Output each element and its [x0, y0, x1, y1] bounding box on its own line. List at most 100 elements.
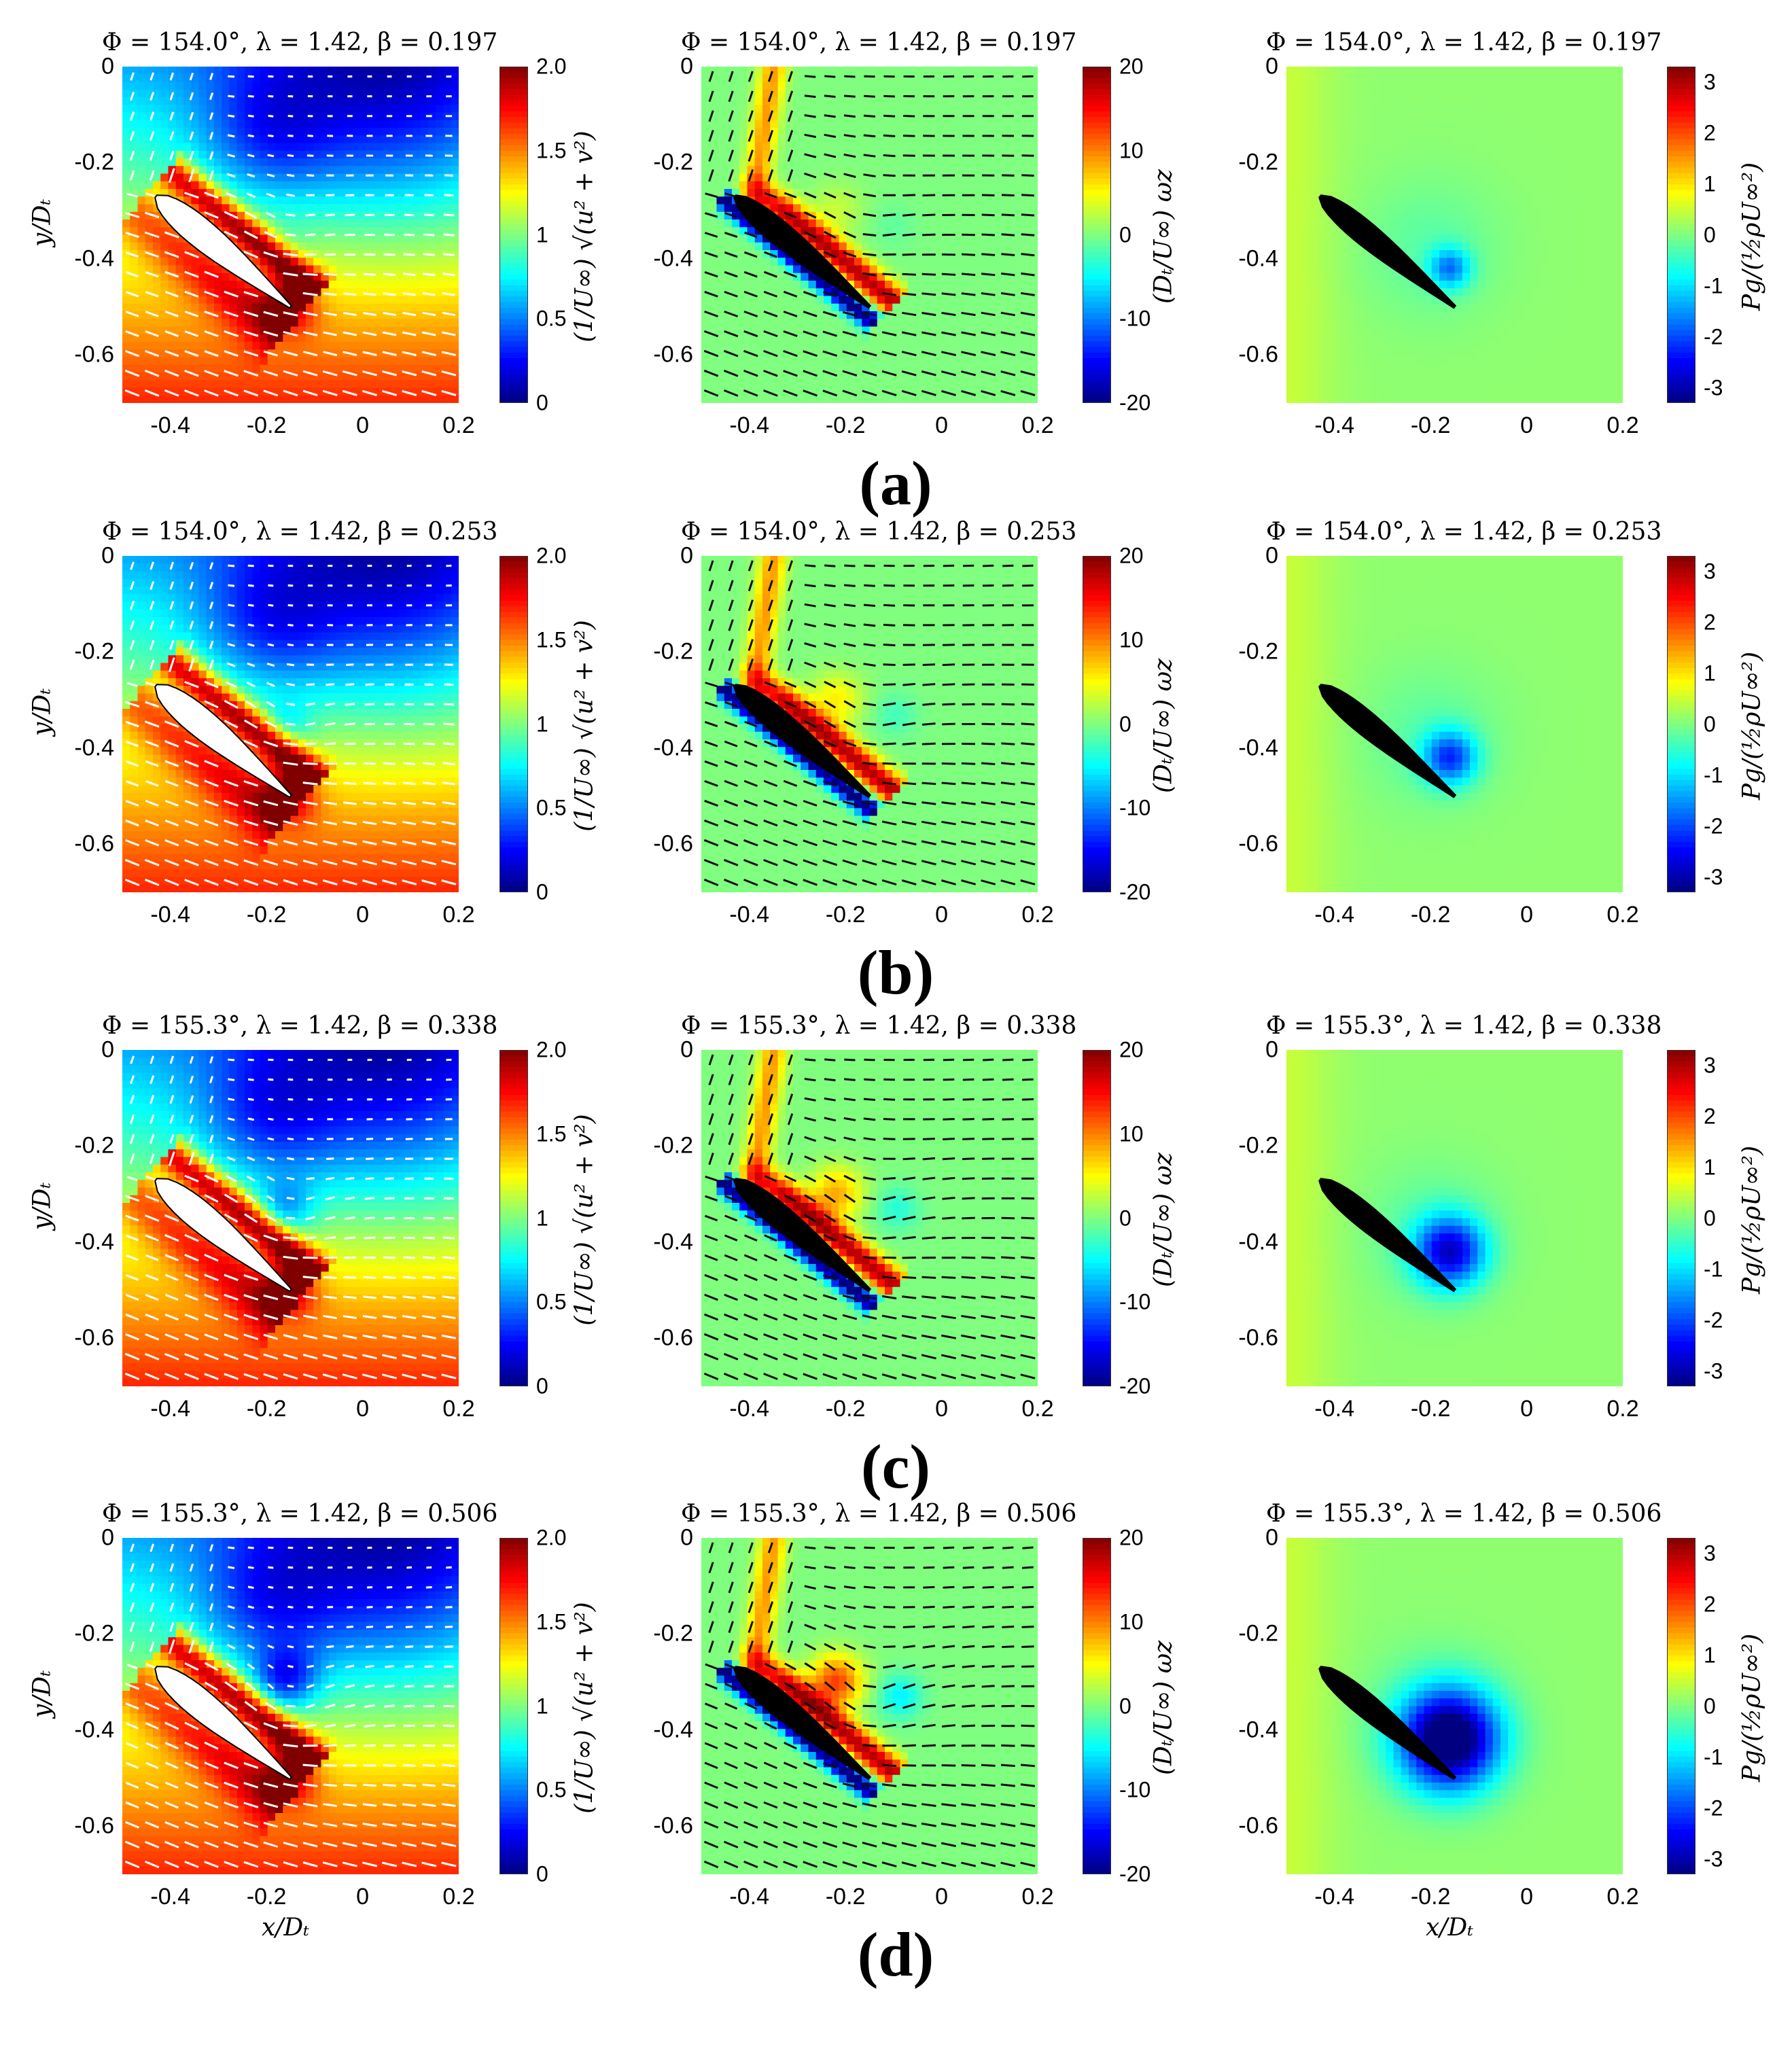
heatmap-cell [1355, 150, 1364, 159]
heatmap-cell [236, 74, 245, 83]
heatmap-cell [344, 158, 353, 166]
heatmap-cell [923, 166, 932, 175]
heatmap-cell [160, 334, 169, 343]
heatmap-cell [260, 181, 268, 190]
heatmap-cell [869, 281, 878, 289]
heatmap-cell [290, 288, 299, 297]
heatmap-cell [839, 342, 847, 350]
heatmap-cell [961, 265, 970, 274]
heatmap-cell [754, 158, 763, 166]
heatmap-cell [351, 166, 360, 175]
heatmap-cell [1301, 342, 1310, 350]
heatmap-cell [168, 288, 177, 297]
heatmap-cell [145, 265, 154, 274]
heatmap-cell [1339, 349, 1348, 358]
velocity-arrow [184, 350, 199, 357]
heatmap-cell [336, 143, 345, 152]
heatmap-cell [443, 74, 452, 83]
heatmap-cell [153, 97, 161, 105]
heatmap-cell [183, 258, 192, 266]
heatmap-cell [344, 311, 353, 319]
heatmap-cell [968, 128, 977, 136]
heatmap-cell [999, 196, 1008, 205]
heatmap-cell [862, 326, 871, 335]
heatmap-cell [984, 281, 993, 289]
heatmap-cell [267, 334, 276, 343]
velocity-arrow [129, 150, 135, 161]
heatmap-cell [336, 120, 345, 128]
heatmap-cell [984, 273, 993, 281]
heatmap-cell [885, 357, 893, 366]
heatmap-cell [298, 135, 306, 144]
heatmap-cell [862, 303, 871, 312]
heatmap-cell [770, 82, 779, 90]
heatmap-cell [762, 319, 771, 328]
heatmap-cell [724, 281, 733, 289]
heatmap-cell [198, 387, 207, 396]
heatmap-cell [892, 311, 901, 319]
heatmap-cell [885, 303, 893, 312]
heatmap-cell [991, 296, 1000, 304]
heatmap-cell [275, 364, 283, 373]
heatmap-cell [968, 158, 977, 166]
heatmap-cell [968, 296, 977, 304]
heatmap-cell [389, 265, 398, 274]
heatmap-cell [321, 166, 330, 175]
heatmap-cell [977, 250, 985, 258]
heatmap-cell [374, 380, 383, 389]
heatmap-cell [877, 74, 885, 83]
heatmap-cell [137, 349, 146, 358]
heatmap-cell [260, 204, 268, 213]
velocity-arrow [224, 311, 239, 317]
heatmap-cell [306, 158, 314, 166]
heatmap-cell [846, 242, 855, 251]
heatmap-cell [923, 227, 932, 236]
heatmap-cell [915, 234, 924, 243]
heatmap-cell [183, 273, 192, 281]
heatmap-cell [716, 128, 725, 136]
heatmap-cell [175, 173, 184, 182]
heatmap-cell [984, 311, 993, 319]
heatmap-cell [846, 342, 855, 350]
heatmap-cell [709, 342, 718, 350]
heatmap-cell [382, 288, 391, 297]
heatmap-cell [420, 303, 429, 312]
heatmap-cell [701, 67, 709, 75]
heatmap-cell [160, 395, 169, 403]
colorbar-label: (1/U∞) √(u² + v²) [571, 130, 599, 342]
heatmap-cell [412, 395, 421, 403]
velocity-arrow [285, 193, 296, 197]
heatmap-cell [808, 364, 817, 373]
heatmap-cell [428, 234, 436, 243]
heatmap-cell [724, 67, 733, 75]
heatmap-cell [306, 296, 314, 304]
heatmap-cell [915, 158, 924, 166]
heatmap-cell [785, 204, 794, 213]
heatmap-cell [770, 120, 779, 128]
heatmap-cell [938, 334, 947, 343]
heatmap-cell [701, 395, 709, 403]
heatmap-cell [785, 380, 794, 389]
velocity-arrow [921, 370, 936, 376]
heatmap-cell [1324, 326, 1333, 335]
heatmap-cell [846, 89, 855, 98]
heatmap-cell [907, 265, 916, 274]
heatmap-cell [451, 319, 459, 328]
heatmap-cell [770, 67, 779, 75]
heatmap-cell [290, 349, 299, 358]
heatmap-cell [175, 265, 184, 274]
heatmap-cell [122, 372, 130, 381]
heatmap-cell [1030, 364, 1038, 373]
heatmap-cell [137, 273, 146, 281]
heatmap-cell [709, 387, 718, 396]
colorbar-segment [499, 229, 528, 236]
heatmap-cell [946, 258, 954, 266]
heatmap-cell [946, 242, 954, 251]
heatmap-cell [206, 334, 215, 343]
heatmap-cell [892, 189, 901, 197]
velocity-arrow [883, 134, 896, 137]
heatmap-cell [793, 349, 801, 358]
heatmap-cell [946, 173, 954, 182]
heatmap-cell [405, 173, 414, 182]
heatmap-cell [1332, 258, 1341, 266]
